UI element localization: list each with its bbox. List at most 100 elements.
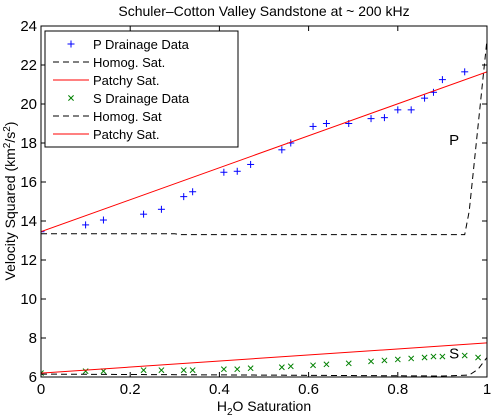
- legend-item: Homog. Sat.: [53, 55, 165, 70]
- x-tick-label: 1: [483, 381, 491, 398]
- legend-item: Homog. Sat: [53, 109, 162, 124]
- legend-box: [44, 30, 239, 148]
- data-point: [157, 205, 165, 213]
- data-point: [287, 363, 294, 370]
- data-point: [407, 106, 415, 114]
- data-point-stroke: [82, 368, 89, 375]
- data-point: [394, 356, 401, 363]
- data-point: [82, 221, 90, 229]
- data-point-stroke: [234, 366, 241, 373]
- data-point-stroke: [323, 361, 330, 368]
- data-point-stroke: [278, 364, 285, 371]
- y-tick-label: 6: [29, 369, 37, 386]
- data-point: [99, 216, 107, 224]
- data-point: [461, 352, 468, 359]
- x-tick-label: 0.4: [209, 381, 230, 398]
- data-point: [158, 367, 165, 374]
- y-tick-label: 8: [29, 330, 37, 347]
- legend-item: S Drainage Data: [68, 91, 190, 106]
- data-point: [189, 367, 196, 374]
- data-point: [322, 120, 330, 127]
- y-tick-label: 16: [20, 174, 37, 191]
- series-3: [41, 71, 487, 233]
- data-point: [234, 366, 241, 373]
- data-point: [367, 115, 375, 123]
- data-point: [430, 353, 437, 360]
- series-line: [41, 39, 487, 236]
- data-point-stroke: [368, 358, 374, 365]
- y-tick-label: 14: [20, 213, 37, 230]
- data-point-stroke: [158, 367, 165, 374]
- legend-item: Patchy Sat.: [53, 127, 159, 142]
- data-point: [381, 357, 388, 364]
- data-point-stroke: [247, 365, 254, 372]
- legend-item: P Drainage Data: [67, 37, 190, 52]
- chart-title: Schuler–Cotton Valley Sandstone at ~ 200…: [118, 3, 409, 19]
- data-point: [180, 193, 188, 201]
- data-point-stroke: [439, 353, 446, 360]
- data-point: [421, 94, 429, 102]
- data-point-stroke: [189, 367, 196, 374]
- annotation-label: P: [449, 132, 459, 149]
- series-4: [41, 352, 482, 377]
- x-label-suffix: O Saturation: [233, 398, 312, 414]
- data-point-stroke: [461, 352, 468, 359]
- data-point: [247, 365, 254, 372]
- legend-label: Patchy Sat.: [93, 127, 159, 142]
- data-point: [82, 368, 89, 375]
- data-point: [140, 210, 148, 218]
- data-point-stroke: [140, 367, 147, 374]
- series-2: [41, 39, 487, 236]
- data-point-stroke: [430, 353, 437, 360]
- x-label-prefix: H: [217, 398, 227, 414]
- data-point: [220, 366, 227, 373]
- legend-swatch: [68, 95, 74, 101]
- y-tick-label: 18: [20, 135, 37, 152]
- data-point-stroke: [345, 360, 352, 367]
- y-label-sup2: 2: [2, 126, 13, 132]
- data-point: [180, 367, 187, 374]
- y-tick-label: 24: [20, 18, 37, 35]
- data-point: [475, 354, 482, 361]
- data-point: [140, 367, 147, 374]
- y-label-prefix: Velocity Squared (km: [2, 148, 18, 280]
- data-point: [368, 358, 374, 365]
- y-label-sup1: 2: [2, 142, 13, 148]
- data-point-stroke: [408, 355, 415, 362]
- data-point-stroke: [100, 368, 107, 375]
- data-point: [309, 122, 317, 130]
- data-point-stroke: [41, 370, 44, 374]
- y-tick-label: 10: [20, 291, 37, 308]
- data-point: [247, 160, 255, 168]
- data-point: [461, 68, 469, 76]
- legend-label: Patchy Sat.: [93, 73, 159, 88]
- y-axis-label: Velocity Squared (km2/s2): [2, 122, 18, 281]
- legend-label: Homog. Sat.: [93, 55, 165, 70]
- data-point: [421, 354, 428, 361]
- data-point: [278, 364, 285, 371]
- data-point: [438, 76, 446, 84]
- data-point: [345, 360, 352, 367]
- legend-label: Homog. Sat: [93, 109, 162, 124]
- legend-item: Patchy Sat.: [53, 73, 159, 88]
- data-point: [439, 353, 446, 360]
- data-point: [408, 355, 415, 362]
- x-label-subscript: 2: [227, 407, 233, 416]
- annotations: PS: [449, 132, 459, 363]
- data-point-stroke: [220, 366, 227, 373]
- legend-label: P Drainage Data: [93, 37, 190, 52]
- plot-frame: [40, 25, 488, 378]
- data-point-stroke: [180, 367, 187, 374]
- data-point: [278, 146, 286, 154]
- annotation-label: S: [449, 345, 459, 362]
- x-tick-label: 0.6: [298, 381, 319, 398]
- y-tick-label: 22: [20, 57, 37, 74]
- data-point-stroke: [421, 354, 428, 361]
- data-point-stroke: [310, 362, 317, 369]
- series-6: [41, 342, 487, 374]
- data-point: [220, 168, 228, 176]
- series-line: [41, 357, 487, 377]
- data-point-stroke: [475, 354, 482, 361]
- legend: P Drainage Data Homog. Sat. Patchy Sat. S D…: [44, 30, 239, 148]
